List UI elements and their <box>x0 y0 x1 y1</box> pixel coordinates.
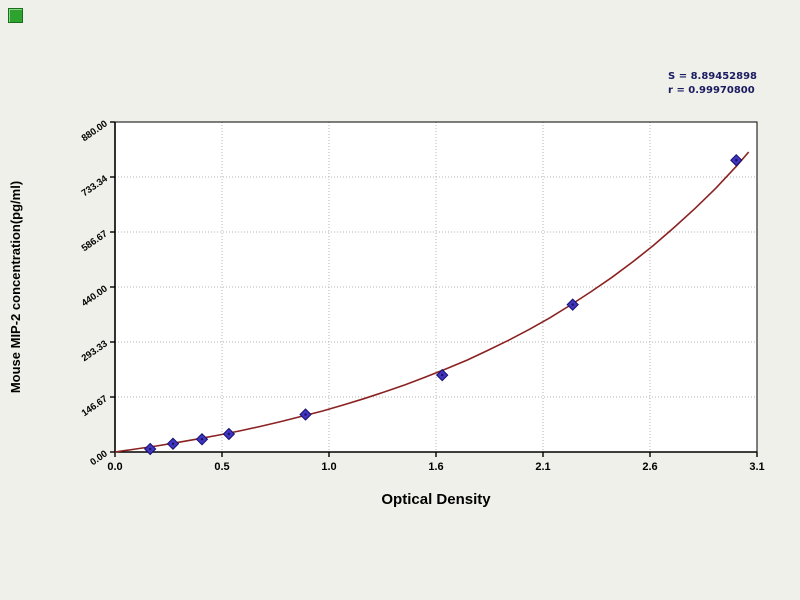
data-point-center-dot <box>227 432 231 436</box>
x-tick-labels: 0.0 0.5 1.0 1.6 2.1 2.6 3.1 <box>107 461 764 473</box>
svg-text:880.00: 880.00 <box>80 118 110 144</box>
svg-text:293.33: 293.33 <box>80 338 110 364</box>
data-point-center-dot <box>200 438 204 441</box>
axis-ticks <box>110 121 758 457</box>
data-point-center-dot <box>149 447 152 451</box>
svg-text:0.5: 0.5 <box>214 461 229 473</box>
fit-statistics: S = 8.89452898 r = 0.99970800 <box>668 70 757 98</box>
svg-text:0.0: 0.0 <box>107 461 122 473</box>
svg-text:586.67: 586.67 <box>80 228 110 254</box>
x-axis-title: Optical Density <box>381 491 491 508</box>
svg-text:440.00: 440.00 <box>80 283 110 309</box>
svg-text:1.6: 1.6 <box>428 461 443 473</box>
svg-text:733.34: 733.34 <box>80 173 111 199</box>
data-point-center-dot <box>441 373 444 377</box>
data-point-center-dot <box>735 159 738 162</box>
green-app-icon <box>8 8 23 23</box>
svg-text:2.1: 2.1 <box>535 461 550 473</box>
fitted-curve <box>114 151 750 453</box>
data-points <box>143 154 743 456</box>
svg-text:2.6: 2.6 <box>642 461 657 473</box>
svg-text:3.1: 3.1 <box>749 461 764 473</box>
fit-r-value: r = 0.99970800 <box>668 85 755 96</box>
data-point-center-dot <box>571 303 574 306</box>
svg-text:1.0: 1.0 <box>321 461 336 473</box>
y-axis-title: Mouse MIP-2 concentration(pg/ml) <box>8 180 23 394</box>
svg-text:146.67: 146.67 <box>80 393 110 419</box>
fit-s-value: S = 8.89452898 <box>668 71 757 82</box>
data-point-center-dot <box>304 413 307 416</box>
data-point-center-dot <box>171 442 175 445</box>
